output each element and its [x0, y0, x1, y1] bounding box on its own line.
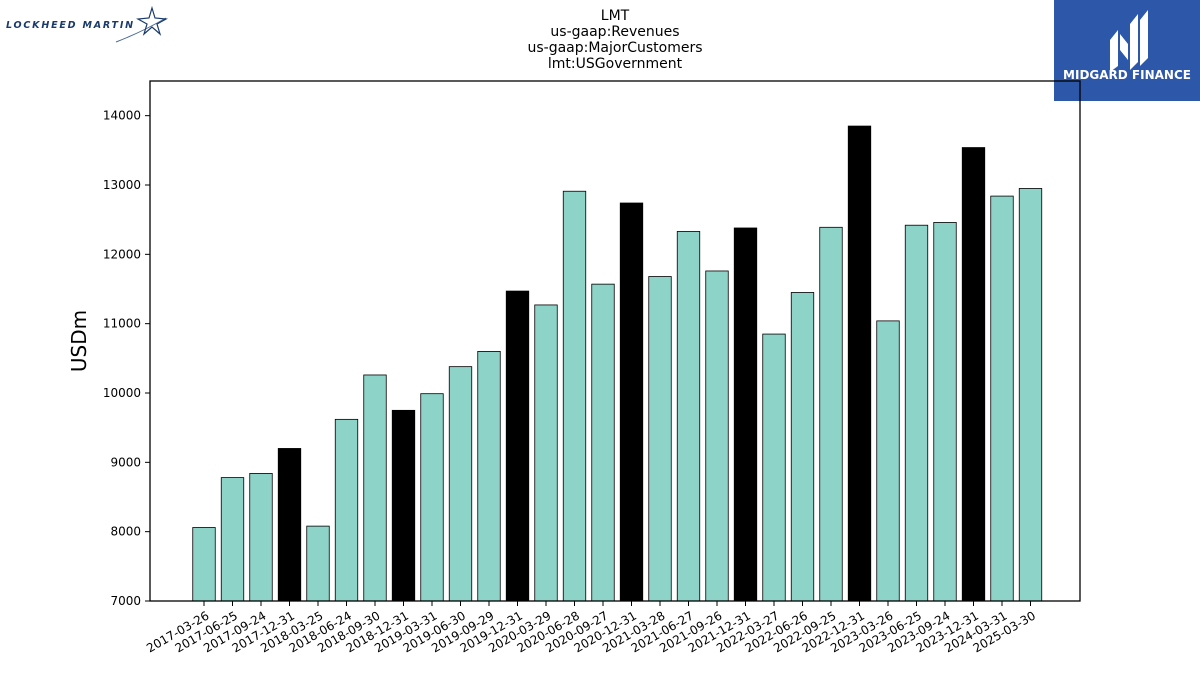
bar [1018, 188, 1043, 602]
bar [448, 366, 473, 602]
bar [876, 320, 900, 602]
y-axis-label: USDm [67, 310, 91, 372]
bars [192, 125, 1043, 602]
bar [249, 473, 273, 602]
bar [904, 224, 929, 602]
y-axis: 7000 8000 9000 10000 11000 12000 13000 14000 [103, 109, 150, 608]
bar [990, 195, 1014, 602]
bar [420, 393, 444, 602]
midgard-finance-text: MIDGARD FINANCE [1063, 68, 1191, 82]
bar [306, 525, 330, 602]
chart-title-line: lmt:USGovernment [548, 56, 683, 72]
midgard-mark-icon [1110, 10, 1148, 72]
chart-title-line: us-gaap:Revenues [550, 24, 679, 40]
bar [334, 418, 359, 602]
bar [847, 125, 872, 602]
bar [505, 290, 530, 602]
bar [762, 333, 786, 602]
bar [363, 374, 387, 602]
midgard-finance-logo: MIDGARD FINANCE [1054, 0, 1200, 101]
bar [933, 222, 957, 602]
y-tick-label: 10000 [103, 386, 141, 400]
bar [619, 202, 644, 602]
bar [192, 527, 216, 602]
plot-frame [149, 80, 1081, 602]
y-tick-label: 7000 [110, 594, 141, 608]
y-tick-label: 8000 [110, 525, 141, 539]
y-tick-label: 12000 [103, 247, 141, 261]
y-tick-label: 14000 [103, 109, 141, 123]
chart-title-line: us-gaap:MajorCustomers [527, 40, 702, 56]
star-swoosh-icon [115, 5, 168, 43]
bar [534, 304, 558, 602]
y-tick-label: 13000 [103, 178, 141, 192]
chart-title-line: LMT [601, 8, 630, 24]
lockheed-martin-logo: LOCKHEED MARTIN [4, 4, 169, 44]
x-axis: 2017-03-262017-06-252017-09-242017-12-31… [144, 601, 1038, 655]
chart-title: LMTus-gaap:Revenuesus-gaap:MajorCustomer… [527, 8, 702, 72]
bar [819, 226, 843, 602]
bar [648, 276, 672, 602]
bar [733, 227, 758, 602]
bar [961, 147, 986, 602]
bar [477, 350, 501, 602]
bar [705, 270, 729, 602]
y-tick-label: 9000 [110, 455, 141, 469]
bar [220, 477, 245, 602]
bar [391, 409, 416, 602]
bar [562, 190, 587, 602]
lockheed-martin-logo-text: LOCKHEED MARTIN [6, 20, 135, 31]
y-tick-label: 11000 [103, 317, 141, 331]
bar [591, 283, 615, 602]
bar [790, 292, 815, 602]
bar [676, 231, 701, 602]
bar [277, 448, 302, 602]
